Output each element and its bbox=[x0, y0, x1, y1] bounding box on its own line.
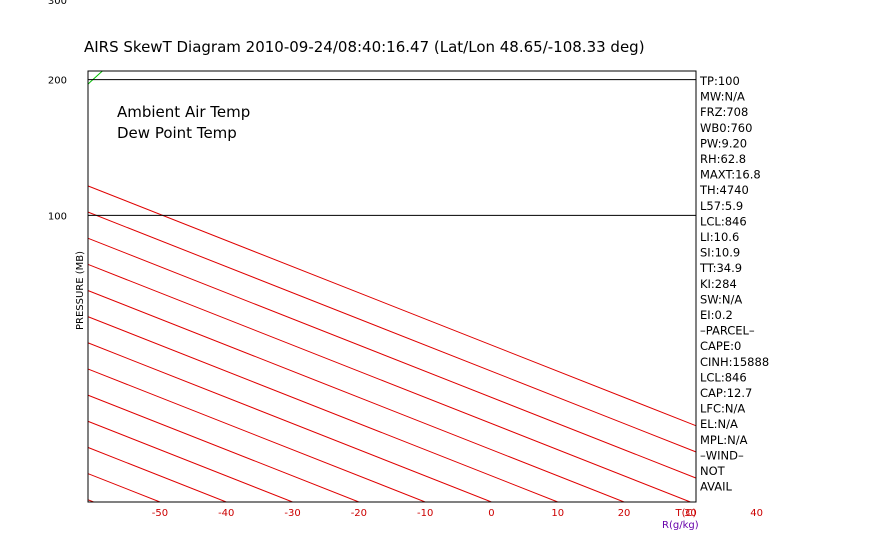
index-line: WB0:760 bbox=[700, 121, 752, 135]
index-line: LFC:N/A bbox=[700, 402, 745, 416]
isotherms bbox=[0, 71, 696, 502]
isotherm-line bbox=[88, 394, 360, 502]
index-line: SW:N/A bbox=[700, 292, 742, 306]
bottom-temp-tick-label: 30 bbox=[684, 508, 697, 519]
isotherm-line bbox=[88, 185, 696, 427]
legend-dew-point: Dew Point Temp bbox=[117, 124, 237, 142]
index-line: MAXT:16.8 bbox=[700, 168, 761, 182]
index-line: FRZ:708 bbox=[700, 105, 748, 119]
legend-air-temp: Ambient Air Temp bbox=[117, 103, 250, 121]
index-line: EI:0.2 bbox=[700, 308, 733, 322]
index-line: MW:N/A bbox=[700, 90, 745, 104]
bottom-temp-tick-label: -10 bbox=[417, 508, 433, 519]
index-line: LI:10.6 bbox=[700, 230, 739, 244]
y-axis-label: PRESSURE (MB) bbox=[75, 251, 86, 330]
bottom-temp-tick-label: 20 bbox=[618, 508, 631, 519]
index-line: MPL:N/A bbox=[700, 433, 748, 447]
isotherm-line bbox=[88, 316, 558, 502]
dry-adiabat-line bbox=[88, 71, 103, 85]
bottom-temp-tick-label: 10 bbox=[551, 508, 564, 519]
isotherm-line bbox=[88, 263, 691, 502]
bottom-temp-tick-label: 40 bbox=[750, 508, 763, 519]
isotherm-line bbox=[88, 368, 426, 502]
dry-adiabats bbox=[0, 71, 103, 502]
bottom-temp-tick-label: -20 bbox=[351, 508, 367, 519]
index-line: KI:284 bbox=[700, 277, 737, 291]
index-line: NOT bbox=[700, 464, 726, 478]
pressure-tick-label: 300 bbox=[48, 0, 67, 7]
index-line: TP:100 bbox=[699, 74, 740, 88]
pressure-tick-label: 200 bbox=[48, 76, 67, 87]
bottom-temp-tick-label: -50 bbox=[152, 508, 168, 519]
index-line: CAPE:0 bbox=[700, 339, 741, 353]
isotherm-line bbox=[88, 420, 293, 502]
pressure-tick-label: 100 bbox=[48, 211, 67, 222]
index-line: TH:4740 bbox=[699, 183, 749, 197]
index-line: L57:5.9 bbox=[700, 199, 743, 213]
axis-tick-labels: 1002003004005006007008009001000-120-110-… bbox=[48, 0, 763, 531]
index-line: EL:N/A bbox=[700, 417, 738, 431]
mixing-ratio-unit-label: R(g/kg) bbox=[662, 520, 699, 531]
index-line: CAP:12.7 bbox=[700, 386, 752, 400]
isobars bbox=[88, 79, 696, 216]
index-line: RH:62.8 bbox=[700, 152, 746, 166]
isotherm-line bbox=[88, 237, 696, 479]
plot-frame bbox=[87, 70, 697, 503]
bottom-temp-tick-label: -30 bbox=[284, 508, 300, 519]
dry-adiabat-line bbox=[0, 71, 18, 502]
index-line: –PARCEL– bbox=[700, 324, 755, 338]
index-line: LCL:846 bbox=[700, 370, 747, 384]
temperature-unit-label: T(C) bbox=[675, 508, 697, 519]
bottom-temp-tick-label: -40 bbox=[218, 508, 234, 519]
index-line: AVAIL bbox=[700, 480, 733, 494]
index-line: SI:10.9 bbox=[700, 246, 740, 260]
index-line: CINH:15888 bbox=[700, 355, 769, 369]
index-line: PW:9.20 bbox=[700, 136, 747, 150]
index-line: TT:34.9 bbox=[699, 261, 742, 275]
bottom-temp-tick-label: 0 bbox=[488, 508, 494, 519]
dry-adiabat-line bbox=[0, 71, 60, 502]
chart-title: AIRS SkewT Diagram 2010-09-24/08:40:16.4… bbox=[84, 38, 645, 56]
index-line: LCL:846 bbox=[700, 214, 747, 228]
isotherm-line bbox=[0, 71, 27, 502]
isotherm-line bbox=[88, 289, 625, 502]
isotherm-line bbox=[88, 342, 492, 502]
index-line: –WIND– bbox=[700, 448, 744, 462]
isotherm-line bbox=[88, 211, 696, 453]
